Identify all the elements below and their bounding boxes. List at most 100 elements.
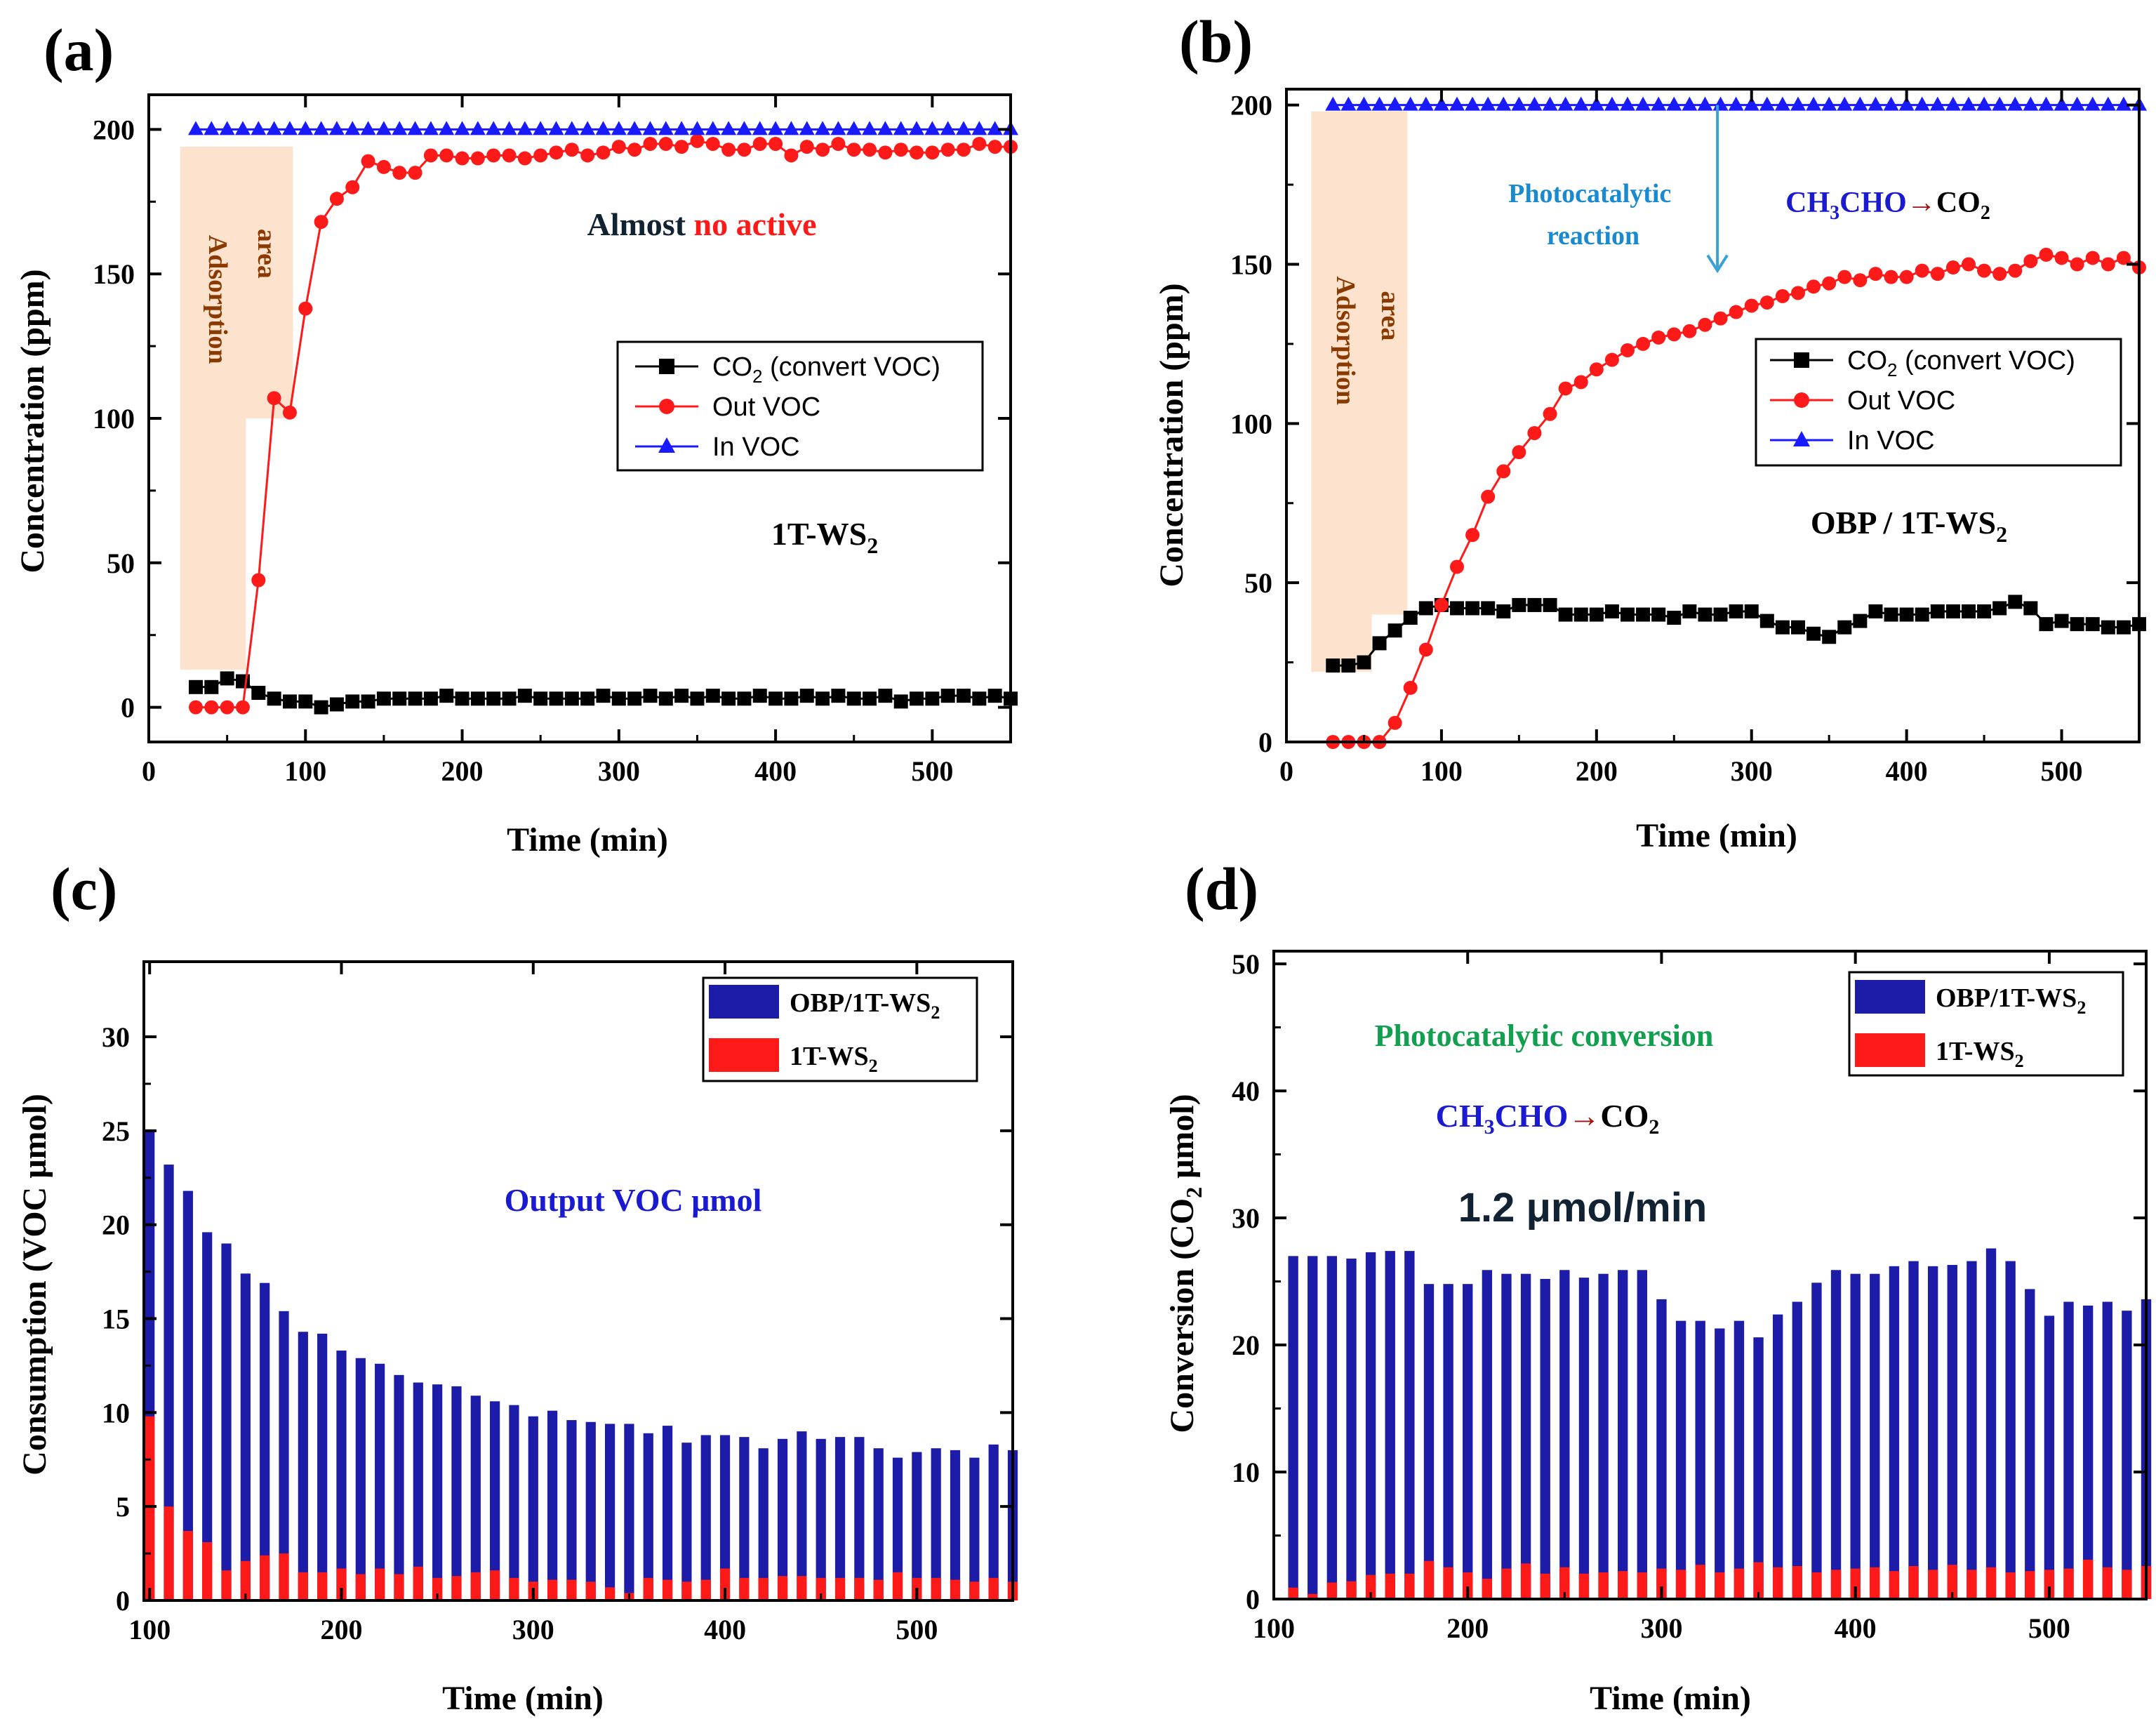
- panel-c-bar: [739, 1577, 750, 1600]
- panel-c-bar: [662, 1426, 673, 1600]
- panel-a-y-tick-label: 50: [107, 548, 135, 579]
- panel-d-y-axis-title: Conversion (CO2 μmol): [1164, 1094, 1206, 1433]
- panel-c-bar: [719, 1435, 731, 1600]
- panel-b-x-tick-label: 100: [1420, 755, 1463, 787]
- panel-a-point: [266, 121, 282, 135]
- panel-c-bar: [700, 1435, 711, 1600]
- panel-d-bar: [1830, 1570, 1842, 1599]
- panel-a-x-tick-label: 0: [142, 755, 156, 787]
- panel-a-point: [407, 121, 423, 135]
- panel-b-point: [1729, 305, 1743, 319]
- panel-c-bar: [547, 1579, 558, 1600]
- panel-c-bar: [988, 1577, 999, 1600]
- panel-d-bar: [1326, 1256, 1338, 1599]
- panel-a-almost-text: Almost: [587, 206, 693, 242]
- panel-d-bar: [1675, 1570, 1686, 1599]
- panel-a-point: [251, 573, 266, 588]
- panel-a-point: [549, 691, 564, 706]
- panel-d-bar: [1404, 1251, 1415, 1599]
- panel-a-point: [705, 689, 720, 703]
- panel-b-legend-point: [1794, 352, 1809, 368]
- panel-a-point: [863, 142, 877, 157]
- panel-a-y-tick-label: 0: [121, 692, 135, 724]
- panel-a-point: [281, 121, 298, 135]
- panel-d-bar: [1520, 1563, 1531, 1599]
- panel-d-bar: [1985, 1567, 1997, 1599]
- panel-c-bar: [816, 1438, 826, 1600]
- panel-c-bar: [202, 1542, 213, 1600]
- panel-d-bar: [1346, 1258, 1357, 1599]
- panel-b-point: [1341, 658, 1356, 673]
- panel-a-point: [502, 691, 517, 706]
- panel-c-bar: [490, 1401, 500, 1600]
- panel-d-bar: [2102, 1301, 2112, 1599]
- panel-d-bar: [1927, 1266, 1938, 1599]
- panel-d-bar: [1889, 1571, 1900, 1599]
- panel-a-point: [611, 121, 627, 135]
- panel-b-x-tick-label: 0: [1279, 755, 1293, 787]
- panel-a-point: [219, 121, 235, 135]
- panel-b-point: [1573, 375, 1588, 390]
- panel-d-bar: [1443, 1284, 1453, 1599]
- panel-a-point: [282, 694, 297, 709]
- panel-b-point: [2085, 617, 2100, 632]
- panel-c-bar: [643, 1433, 653, 1600]
- panel-b-point: [1512, 597, 1526, 612]
- panel-b-y-tick-label: 200: [1230, 90, 1272, 121]
- panel-b-point: [1759, 96, 1775, 111]
- panel-b-point: [1744, 298, 1759, 313]
- panel-a-point: [376, 691, 391, 706]
- panel-a-x-tick-label: 100: [284, 755, 326, 787]
- panel-a-point: [877, 121, 893, 135]
- panel-d-bar: [1830, 1270, 1842, 1599]
- panel-c-bar: [834, 1437, 846, 1600]
- panel-b-point: [1759, 295, 1774, 310]
- panel-c-x-tick-label: 300: [512, 1614, 554, 1645]
- panel-a-point: [643, 136, 658, 151]
- panel-a-point: [705, 136, 720, 151]
- panel-a-point: [596, 689, 611, 703]
- panel-a-point: [595, 121, 611, 135]
- panel-c-bar: [950, 1579, 961, 1600]
- panel-c-bar: [585, 1421, 596, 1600]
- panel-b-plot-frame: [1285, 88, 2141, 743]
- panel-d-bar: [2005, 1572, 2016, 1599]
- panel-a-point: [783, 121, 799, 135]
- panel-d-bar: [1385, 1573, 1395, 1599]
- panel-c-bar: [681, 1582, 692, 1600]
- panel-c-bar: [777, 1576, 788, 1600]
- panel-a-activity-note: Almost no active: [587, 206, 816, 242]
- panel-b-point: [1635, 96, 1651, 111]
- panel-a-point: [957, 689, 971, 703]
- panel-b-point: [1790, 96, 1806, 111]
- panel-b-point: [1666, 96, 1682, 111]
- panel-c-bar: [892, 1457, 903, 1600]
- panel-b-point: [1387, 96, 1403, 111]
- panel-b-point: [1573, 607, 1588, 622]
- panel-c-bar: [394, 1574, 404, 1600]
- panel-b-point: [2116, 620, 2131, 635]
- panel-c-bar: [547, 1410, 558, 1600]
- panel-c-y-tick-label: 0: [116, 1585, 130, 1617]
- panel-b-point: [1588, 96, 1604, 111]
- panel-a-point: [831, 136, 846, 151]
- panel-b-adsorption-label: Adsorption area: [1331, 276, 1405, 411]
- panel-a-legend-text: Out VOC: [712, 392, 820, 422]
- panel-d-bar: [1656, 1568, 1667, 1599]
- panel-b-label: (b): [1179, 8, 1253, 75]
- panel-a-no-active-text: no active: [694, 206, 817, 242]
- panel-a-x-axis-title: Time (min): [507, 821, 668, 858]
- panel-b-point: [2023, 253, 2038, 268]
- panel-a-point: [392, 691, 407, 706]
- panel-b-photocatalytic-label: Photocatalytic reaction: [1508, 179, 1678, 251]
- panel-d-y-tick-label: 40: [1232, 1075, 1260, 1107]
- panel-b-point: [1962, 604, 1976, 618]
- panel-d-y-tick-label: 30: [1232, 1202, 1260, 1234]
- panel-c-bar: [624, 1424, 634, 1600]
- panel-b-point: [1418, 96, 1434, 111]
- panel-b-point: [2054, 96, 2070, 111]
- panel-c-bar: [182, 1191, 193, 1600]
- panel-c-bar: [566, 1420, 577, 1600]
- panel-b-y-tick-label: 150: [1230, 249, 1272, 281]
- panel-a-point: [909, 121, 925, 135]
